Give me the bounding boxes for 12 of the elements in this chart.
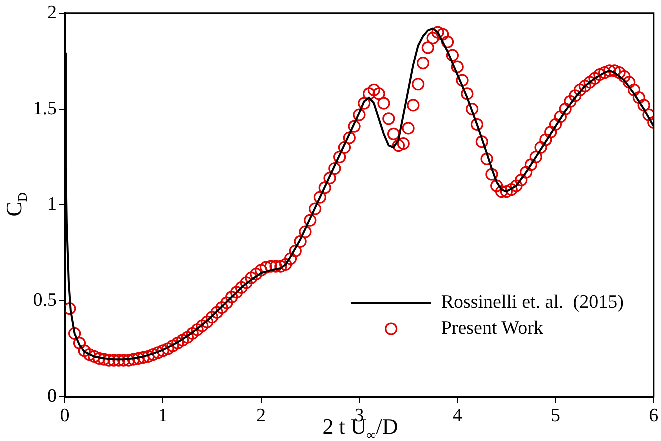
x-tick-label: 2 xyxy=(256,405,266,426)
x-tick-label: 5 xyxy=(551,405,560,426)
x-tick-label: 1 xyxy=(158,405,168,426)
x-tick-label: 6 xyxy=(649,405,659,426)
y-tick-label: 1 xyxy=(48,194,57,216)
y-tick-label: 1.5 xyxy=(33,98,57,120)
legend-label: Rossinelli et. al. (2015) xyxy=(441,292,624,313)
legend-label: Present Work xyxy=(441,318,544,339)
y-tick-label: 0.5 xyxy=(33,290,57,312)
x-tick-label: 4 xyxy=(452,405,463,426)
y-tick-label: 0 xyxy=(48,386,57,407)
y-tick-label: 2 xyxy=(48,2,57,24)
